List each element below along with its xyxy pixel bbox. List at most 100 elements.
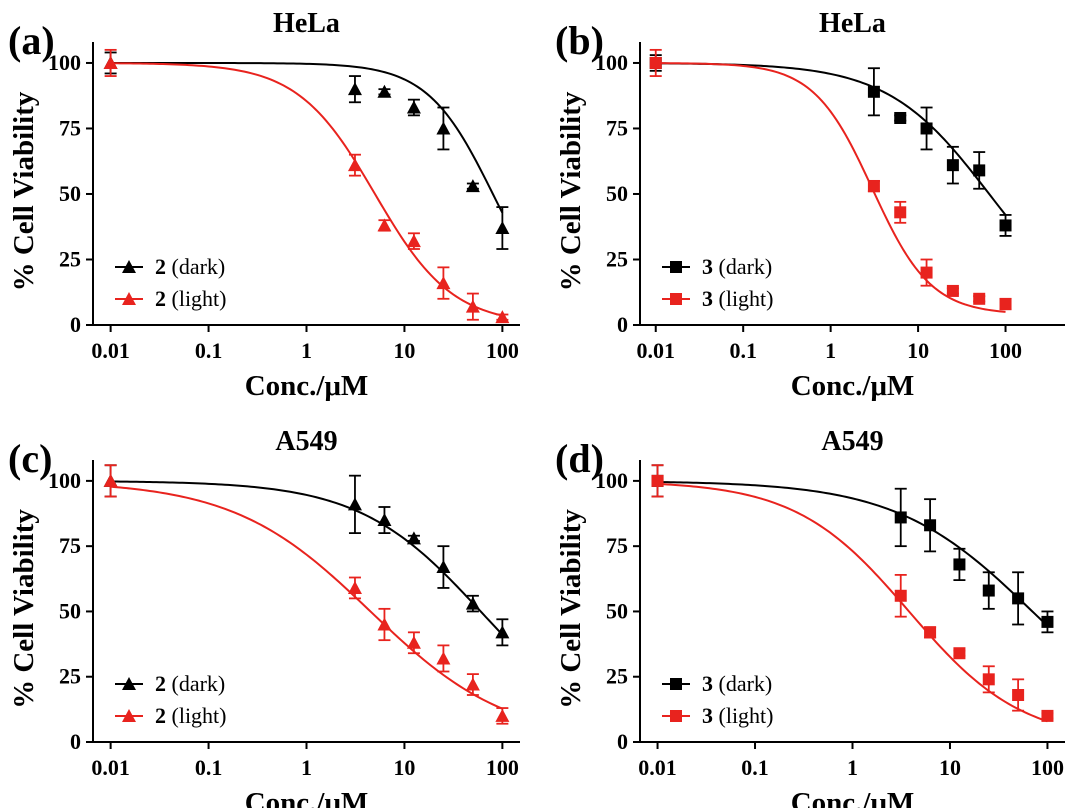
legend-marker (670, 261, 682, 273)
data-point (495, 708, 510, 722)
x-axis-title: Conc./μM (791, 787, 915, 808)
legend-marker (122, 292, 136, 305)
data-point (651, 474, 664, 487)
legend-condition: (light) (713, 703, 774, 728)
data-point (973, 292, 986, 305)
x-tick-label: 10 (393, 755, 415, 780)
x-tick-label: 0.01 (636, 338, 675, 363)
legend-marker (670, 678, 682, 690)
y-tick-label: 0 (70, 729, 81, 754)
panel-label: (a) (8, 18, 55, 63)
y-tick-label: 25 (606, 664, 628, 689)
data-point (920, 122, 933, 135)
y-tick-label: 75 (59, 533, 81, 558)
chart-panel-2: (c) A549 0 25 50 75 100 0.01 0.1 1 10 100 Conc./μM % … (8, 426, 520, 808)
y-tick-label: 0 (617, 729, 628, 754)
data-point (894, 206, 907, 219)
data-point (347, 497, 362, 511)
data-point (894, 589, 907, 602)
data-point (377, 617, 392, 631)
series-1: 2 (light) (103, 464, 510, 728)
data-point (436, 651, 451, 665)
y-tick-label: 50 (606, 181, 628, 206)
series-0: 2 (dark) (103, 51, 510, 279)
y-tick-label: 75 (606, 115, 628, 140)
x-tick-label: 0.01 (91, 338, 130, 363)
data-point (924, 626, 937, 639)
data-point (953, 647, 966, 660)
x-tick-label: 100 (1031, 755, 1064, 780)
data-point (920, 266, 933, 279)
chart-panel-1: (b) HeLa 0 25 50 75 100 0.01 0.1 1 10 100 Conc./μM % … (555, 8, 1065, 402)
chart-panel-3: (d) A549 0 25 50 75 100 0.01 0.1 1 10 100 Conc./μM % … (555, 426, 1065, 808)
x-axis-title: Conc./μM (245, 370, 369, 402)
fit-curve (110, 480, 504, 636)
data-point (495, 310, 510, 324)
y-tick-label: 0 (617, 312, 628, 337)
legend-marker (122, 677, 136, 690)
data-point (406, 100, 421, 114)
data-point (436, 276, 451, 290)
x-tick-label: 1 (847, 755, 858, 780)
data-point (406, 234, 421, 248)
y-tick-label: 50 (59, 181, 81, 206)
legend-condition: (light) (713, 286, 774, 311)
legend-compound: 2 (155, 671, 166, 696)
data-point (436, 560, 451, 574)
data-point (347, 580, 362, 594)
data-point (436, 121, 451, 135)
fit-curve (110, 62, 503, 317)
data-point (103, 473, 118, 487)
legend-label: 3 (dark) (702, 671, 772, 696)
data-point (924, 519, 937, 532)
data-point (465, 299, 480, 313)
data-point (982, 673, 995, 686)
fit-curve (657, 482, 1048, 723)
panel-title: A549 (821, 426, 883, 457)
data-point (1041, 709, 1054, 722)
data-point (465, 179, 480, 193)
legend-label: 3 (light) (702, 703, 774, 728)
legend-condition: (dark) (166, 671, 225, 696)
legend-compound: 3 (702, 671, 713, 696)
data-point (946, 284, 959, 297)
y-tick-label: 75 (606, 533, 628, 558)
legend-compound: 2 (155, 286, 166, 311)
x-tick-label: 100 (486, 755, 519, 780)
x-tick-label: 0.1 (195, 338, 223, 363)
legend-marker (670, 710, 682, 722)
fit-curve (110, 61, 504, 214)
y-axis-title: % Cell Viability (555, 509, 587, 709)
legend-label: 2 (dark) (155, 254, 225, 279)
data-point (377, 513, 392, 527)
y-tick-label: 50 (606, 598, 628, 623)
y-tick-label: 25 (606, 246, 628, 271)
x-tick-label: 0.1 (195, 755, 223, 780)
data-point (377, 84, 392, 98)
x-tick-label: 100 (989, 338, 1022, 363)
legend-condition: (light) (166, 286, 227, 311)
legend-marker (122, 260, 136, 273)
legend-label: 2 (light) (155, 286, 227, 311)
data-point (347, 82, 362, 96)
x-tick-label: 0.1 (741, 755, 769, 780)
x-tick-label: 100 (486, 338, 519, 363)
legend-compound: 2 (155, 703, 166, 728)
x-axis-title: Conc./μM (245, 787, 369, 808)
data-point (406, 635, 421, 649)
data-point (347, 158, 362, 172)
data-point (982, 584, 995, 597)
series-1: 3 (light) (651, 464, 1054, 728)
y-tick-label: 25 (59, 246, 81, 271)
series-1: 2 (light) (103, 48, 510, 324)
y-tick-label: 50 (59, 598, 81, 623)
panel-label: (c) (8, 436, 52, 481)
y-tick-label: 100 (595, 468, 628, 493)
legend-marker (670, 293, 682, 305)
panel-label: (d) (555, 436, 604, 481)
legend-label: 2 (dark) (155, 671, 225, 696)
legend-condition: (dark) (166, 254, 225, 279)
legend-condition: (dark) (713, 671, 772, 696)
legend-compound: 3 (702, 254, 713, 279)
